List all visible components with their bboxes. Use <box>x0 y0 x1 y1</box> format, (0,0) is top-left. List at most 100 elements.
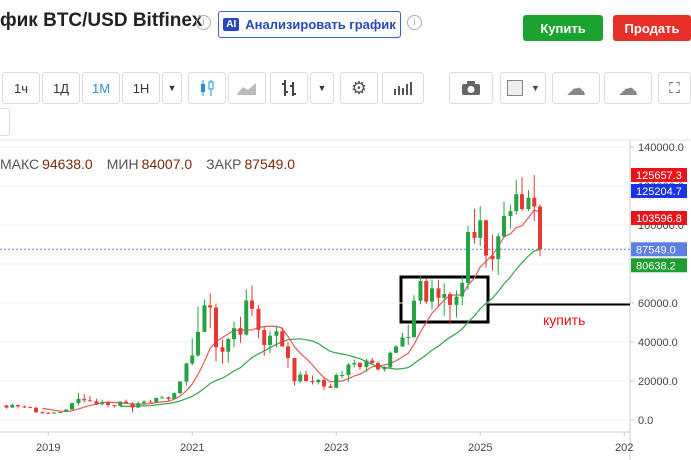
candle-body <box>346 364 351 375</box>
candle-body <box>538 206 542 250</box>
area-type[interactable] <box>228 72 266 104</box>
candle-body <box>196 331 200 356</box>
settings[interactable]: ⚙ <box>340 72 378 104</box>
interval-button[interactable]: 1ч <box>2 72 40 104</box>
candle-body <box>466 232 470 283</box>
annotation-box <box>399 275 490 324</box>
buy-button[interactable]: Купить <box>523 15 603 41</box>
cloud-upload[interactable]: ☁ <box>604 72 652 104</box>
annotation-text: купить <box>543 312 585 328</box>
candle-body <box>226 339 231 352</box>
color-button[interactable]: ▼ <box>500 72 546 104</box>
candle-body <box>232 328 236 340</box>
stat-value: 84007.0 <box>141 156 193 172</box>
candle-body <box>64 409 69 413</box>
candle-body <box>352 363 357 365</box>
candle-body <box>82 398 87 401</box>
candle-body <box>94 401 99 404</box>
candle-body <box>394 346 398 353</box>
candle-body <box>130 403 135 408</box>
dropdown[interactable]: ▼ <box>162 72 182 104</box>
candle-body <box>46 412 51 414</box>
candle-body <box>10 404 15 408</box>
candle-body <box>166 397 171 399</box>
price-label-text: 103596.8 <box>636 213 682 225</box>
cloud-download[interactable]: ☁ <box>552 72 600 104</box>
candle-body <box>406 336 411 338</box>
candle-body <box>274 331 279 336</box>
dropdown[interactable]: ▼ <box>310 72 334 104</box>
candle-body <box>376 363 380 370</box>
candle-body <box>238 328 243 335</box>
interval-button[interactable]: 1Н <box>122 72 160 104</box>
candle-body <box>70 403 74 410</box>
x-tick-label: 202 <box>615 442 633 454</box>
candle-body <box>208 305 213 308</box>
price-label <box>631 258 687 273</box>
candle-body <box>262 329 267 345</box>
interval-button[interactable]: 1Д <box>42 72 80 104</box>
candle-body <box>358 363 362 367</box>
price-label <box>631 210 687 225</box>
x-tick-label: 2023 <box>324 442 348 454</box>
candle-body <box>190 355 195 364</box>
y-tick-label: 140000.0 <box>638 142 684 154</box>
candle-body <box>34 407 38 413</box>
info-icon[interactable]: i <box>196 15 211 30</box>
candle-body <box>106 402 110 406</box>
camera-icon <box>462 81 480 95</box>
price-label <box>631 167 687 182</box>
y-tick-label: 40000.0 <box>638 337 678 349</box>
price-label-text: 125657.3 <box>636 170 682 182</box>
candle-body <box>382 367 387 370</box>
candle-body <box>532 197 537 207</box>
price-label-text: 87549.0 <box>636 244 676 256</box>
candle-body <box>286 346 290 358</box>
candle-body <box>28 407 33 409</box>
candle-body <box>154 397 159 403</box>
candle-body <box>388 352 393 368</box>
candle-body <box>52 412 56 414</box>
candle-body <box>136 403 141 408</box>
y-tick-label: 20000.0 <box>638 376 678 388</box>
candle-body <box>472 232 477 238</box>
candle-body <box>22 406 27 408</box>
analyze-button[interactable]: AI Анализировать график <box>218 11 401 38</box>
arrow: ▼ <box>317 83 327 93</box>
candle-body <box>454 296 459 305</box>
candle-body <box>526 197 531 210</box>
candle-body <box>442 294 447 298</box>
stats: МАКС 94638.0 МИН 84007.0 ЗАКР 87549.0 <box>0 156 309 172</box>
price-label-text: 80638.2 <box>636 260 676 272</box>
candle-body <box>430 288 434 302</box>
indicators[interactable] <box>382 72 424 104</box>
candle-body <box>364 360 369 367</box>
interval-button[interactable]: 1М <box>82 72 120 104</box>
side-button[interactable] <box>0 108 10 136</box>
candle-body <box>40 412 45 414</box>
bar-type[interactable] <box>270 72 308 104</box>
candle-body <box>148 401 153 403</box>
candle-body <box>460 282 465 297</box>
candle-body <box>250 300 254 309</box>
icon: ⚙ <box>350 77 368 98</box>
y-tick-label: 0.0 <box>638 415 653 427</box>
info-icon[interactable]: i <box>407 15 422 30</box>
stat-value: 87549.0 <box>244 156 296 172</box>
x-tick-label: 2025 <box>468 442 492 454</box>
candle-body <box>304 374 308 381</box>
candle-body <box>100 402 105 404</box>
candle-body <box>268 335 272 345</box>
camera-button[interactable] <box>449 72 493 104</box>
candle-body <box>514 194 519 212</box>
candle-body <box>160 397 164 399</box>
candle-body <box>112 405 117 407</box>
sell-button[interactable]: Продать <box>613 15 691 41</box>
candle-type[interactable] <box>188 72 226 104</box>
candle-body <box>292 357 297 382</box>
title: фик BTC/USD Bitfinex <box>0 10 203 31</box>
stat-name: ЗАКР <box>206 156 242 172</box>
candle-body <box>220 347 225 352</box>
